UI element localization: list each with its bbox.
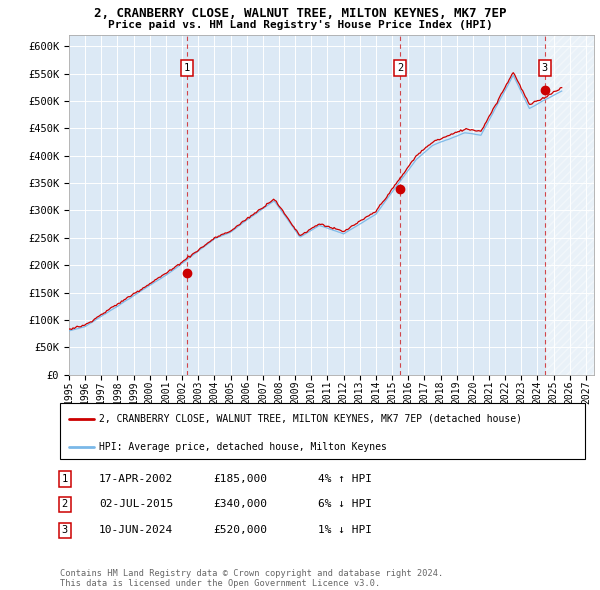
Text: 1% ↓ HPI: 1% ↓ HPI	[318, 526, 372, 535]
Text: 2: 2	[397, 63, 403, 73]
Text: £520,000: £520,000	[213, 526, 267, 535]
Text: 2: 2	[62, 500, 68, 509]
Text: £185,000: £185,000	[213, 474, 267, 484]
Text: 2, CRANBERRY CLOSE, WALNUT TREE, MILTON KEYNES, MK7 7EP: 2, CRANBERRY CLOSE, WALNUT TREE, MILTON …	[94, 7, 506, 20]
Text: HPI: Average price, detached house, Milton Keynes: HPI: Average price, detached house, Milt…	[100, 442, 387, 452]
Text: 3: 3	[542, 63, 548, 73]
Bar	[545, 35, 594, 375]
Text: 3: 3	[62, 526, 68, 535]
Text: 2, CRANBERRY CLOSE, WALNUT TREE, MILTON KEYNES, MK7 7EP (detached house): 2, CRANBERRY CLOSE, WALNUT TREE, MILTON …	[100, 414, 523, 424]
Text: 02-JUL-2015: 02-JUL-2015	[99, 500, 173, 509]
Text: 1: 1	[62, 474, 68, 484]
FancyBboxPatch shape	[60, 403, 585, 459]
Text: 4% ↑ HPI: 4% ↑ HPI	[318, 474, 372, 484]
Text: 10-JUN-2024: 10-JUN-2024	[99, 526, 173, 535]
Text: 6% ↓ HPI: 6% ↓ HPI	[318, 500, 372, 509]
Text: 1: 1	[184, 63, 190, 73]
Text: 17-APR-2002: 17-APR-2002	[99, 474, 173, 484]
Text: £340,000: £340,000	[213, 500, 267, 509]
Text: Price paid vs. HM Land Registry's House Price Index (HPI): Price paid vs. HM Land Registry's House …	[107, 20, 493, 30]
Text: Contains HM Land Registry data © Crown copyright and database right 2024.
This d: Contains HM Land Registry data © Crown c…	[60, 569, 443, 588]
